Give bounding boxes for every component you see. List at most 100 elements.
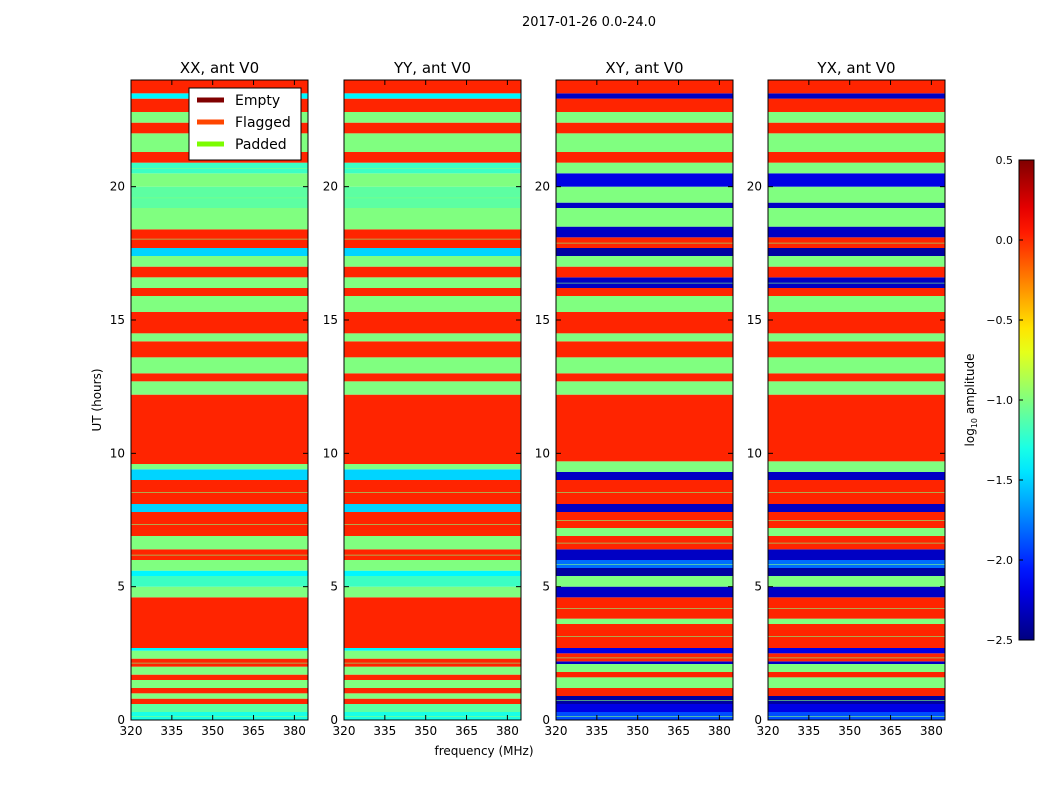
panel-frame (555, 79, 734, 721)
heatmap-stripe (768, 682, 945, 684)
heatmap-band (344, 229, 521, 248)
x-tick-label: 380 (496, 724, 519, 738)
heatmap-stripe (768, 657, 945, 659)
heatmap-stripe (131, 337, 308, 339)
heatmap-band (131, 570, 308, 576)
heatmap-band (344, 208, 521, 230)
heatmap-band (131, 680, 308, 688)
y-axis-label: UT (hours) (90, 368, 104, 431)
heatmap-band (556, 648, 733, 654)
heatmap-band (556, 394, 733, 462)
heatmap-band (556, 528, 733, 536)
heatmap-stripe (344, 337, 521, 339)
heatmap-band (556, 112, 733, 123)
x-tick-label: 380 (283, 724, 306, 738)
heatmap-stripe (768, 117, 945, 119)
heatmap-stripe (768, 388, 945, 389)
heatmap-band (768, 237, 945, 248)
heatmap-band (556, 133, 733, 152)
heatmap-band (768, 504, 945, 512)
heatmap-band (556, 93, 733, 99)
legend-label: Empty (235, 93, 280, 109)
heatmap-stripe (131, 304, 308, 305)
y-tick-label: 20 (535, 180, 550, 194)
heatmap-band (131, 394, 308, 464)
heatmap-band (131, 693, 308, 699)
heatmap-band (344, 464, 521, 470)
heatmap-band (344, 674, 521, 680)
heatmap-band (768, 80, 945, 94)
heatmap-stripe (131, 261, 308, 263)
heatmap-stripe (768, 261, 945, 263)
heatmap-band (556, 661, 733, 664)
heatmap-stripe (344, 365, 521, 367)
heatmap-stripe (131, 168, 308, 169)
heatmap-band (131, 704, 308, 712)
heatmap-stripe (131, 554, 308, 556)
heatmap-band (556, 341, 733, 358)
heatmap-band (131, 504, 308, 512)
heatmap-stripe (344, 554, 521, 556)
heatmap-stripe (768, 337, 945, 339)
heatmap-stripe (131, 365, 308, 367)
heatmap-band (768, 226, 945, 238)
x-tick-label: 335 (585, 724, 608, 738)
heatmap-band (344, 698, 521, 704)
y-tick-label: 10 (110, 446, 125, 460)
panel-title: YX, ant V0 (816, 59, 895, 77)
heatmap-stripe (131, 388, 308, 389)
x-tick-label: 380 (708, 724, 731, 738)
heatmap-stripe (131, 492, 308, 493)
heatmap-band (131, 229, 308, 248)
y-tick-label: 5 (330, 580, 338, 594)
heatmap-band (344, 650, 521, 659)
x-tick-label: 320 (545, 724, 568, 738)
heatmap-band (344, 680, 521, 688)
heatmap-stripe (556, 466, 733, 468)
heatmap-stripe (131, 716, 308, 717)
heatmap-band (768, 618, 945, 624)
heatmap-stripe (768, 581, 945, 583)
heatmap-band (556, 549, 733, 560)
heatmap-band (344, 93, 521, 99)
x-tick-label: 350 (201, 724, 224, 738)
heatmap-band (344, 560, 521, 571)
heatmap-band (768, 549, 945, 560)
heatmap-band (768, 256, 945, 267)
heatmap-stripe (344, 117, 521, 119)
heatmap-band (768, 568, 945, 576)
x-tick-label: 350 (414, 724, 437, 738)
figure-suptitle: 2017-01-26 0.0-24.0 (522, 15, 656, 30)
heatmap-stripe (556, 194, 733, 196)
heatmap-band (344, 288, 521, 296)
x-axis-label: frequency (MHz) (434, 744, 533, 758)
y-tick-label: 15 (110, 313, 125, 327)
heatmap-band (556, 568, 733, 576)
colorbar-tick-label: −2.5 (986, 634, 1013, 647)
x-tick-label: 335 (373, 724, 396, 738)
heatmap-band (131, 341, 308, 358)
y-tick-label: 10 (747, 446, 762, 460)
heatmap-band (344, 693, 521, 699)
heatmap-band (131, 688, 308, 694)
y-tick-label: 20 (323, 180, 338, 194)
heatmap-stripe (556, 304, 733, 305)
heatmap-stripe (768, 542, 945, 544)
heatmap-band (768, 266, 945, 278)
heatmap-band (344, 248, 521, 256)
heatmap-stripe (556, 581, 733, 583)
heatmap-band (556, 226, 733, 238)
heatmap-band (768, 122, 945, 134)
heatmap-band (344, 688, 521, 694)
heatmap-band (556, 237, 733, 248)
heatmap-band (131, 373, 308, 382)
heatmap-stripe (344, 662, 521, 664)
y-tick-label: 20 (110, 180, 125, 194)
heatmap-stripe (556, 657, 733, 659)
heatmap-band (768, 341, 945, 358)
heatmap-stripe (131, 282, 308, 284)
heatmap-stripe (556, 608, 733, 609)
heatmap-stripe (556, 520, 733, 521)
heatmap-band (344, 80, 521, 94)
heatmap-stripe (768, 194, 945, 196)
